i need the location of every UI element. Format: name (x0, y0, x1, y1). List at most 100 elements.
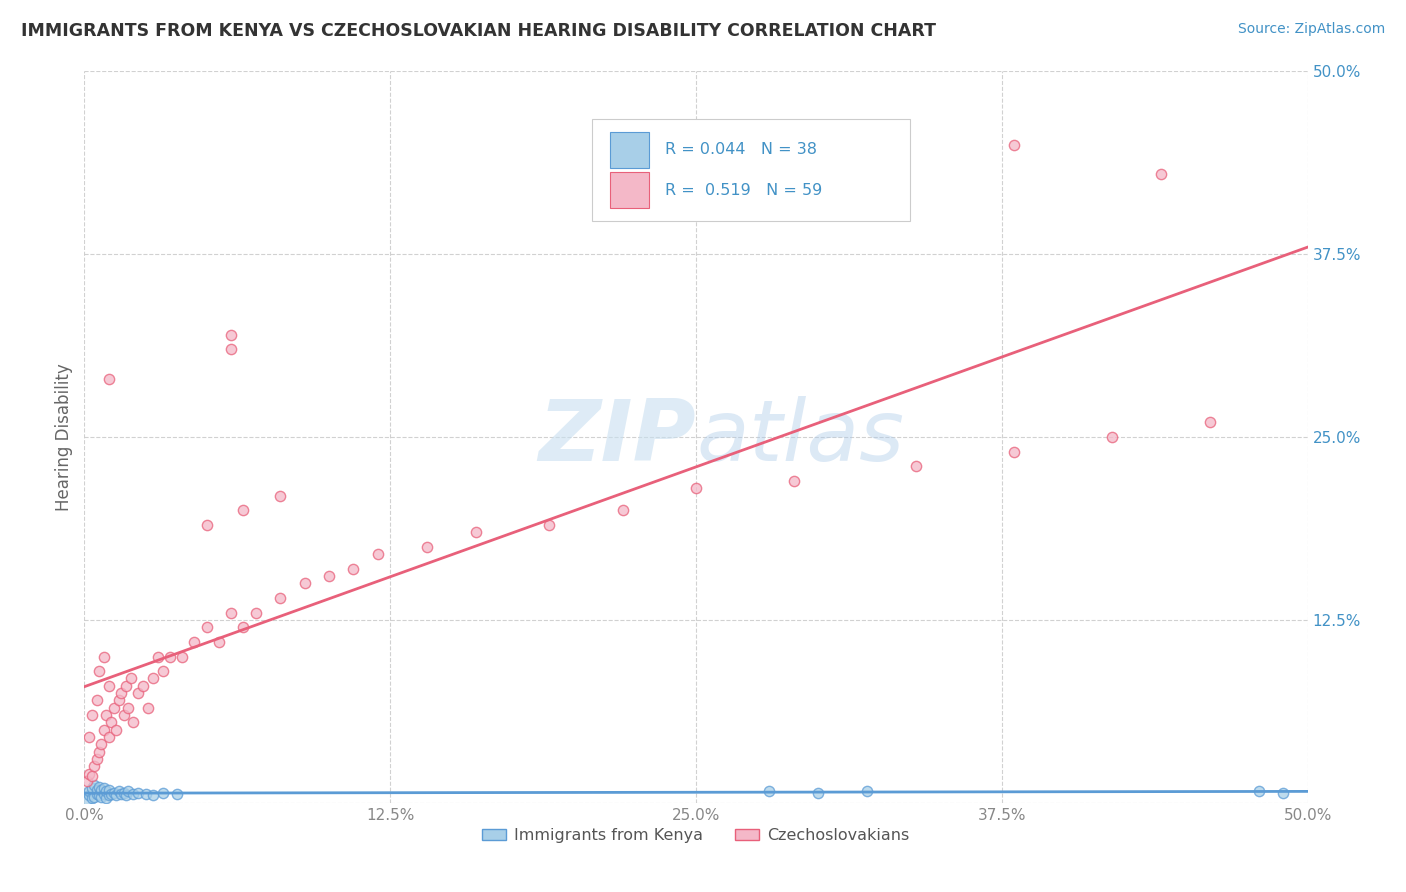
Point (464, 525, 486, 540)
Point (136, 700, 159, 714)
Point (152, 786, 174, 800)
Point (195, 620, 218, 634)
Point (77, 784, 100, 798)
Point (127, 786, 149, 800)
Point (97, 371, 120, 385)
Text: ZIP: ZIP (538, 395, 696, 479)
Point (195, 517, 218, 532)
Point (152, 664, 174, 678)
Point (107, 693, 129, 707)
Point (76, 793, 98, 807)
FancyBboxPatch shape (610, 132, 650, 168)
Point (90, 737, 112, 751)
Point (122, 787, 145, 801)
Point (80, 791, 103, 805)
Point (1002, 444, 1025, 458)
Point (87, 789, 110, 803)
Point (97, 730, 120, 744)
Point (103, 786, 125, 800)
Point (219, 606, 242, 620)
Point (159, 649, 181, 664)
Point (100, 715, 122, 730)
Point (146, 649, 169, 664)
Point (115, 789, 138, 803)
Point (294, 576, 316, 591)
Point (245, 606, 267, 620)
Point (1247, 784, 1270, 798)
Point (77, 789, 100, 803)
Point (100, 787, 122, 801)
Point (117, 784, 139, 798)
Point (132, 679, 155, 693)
Point (112, 708, 135, 723)
Point (905, 459, 928, 474)
Point (685, 481, 707, 495)
Point (105, 789, 128, 803)
Point (90, 789, 112, 804)
Point (142, 672, 165, 686)
Point (97, 782, 120, 797)
Y-axis label: Hearing Disability: Hearing Disability (55, 363, 73, 511)
Point (783, 474, 806, 488)
Point (83, 789, 105, 804)
Point (96, 708, 118, 723)
Point (110, 787, 132, 801)
Point (87, 664, 110, 678)
Point (269, 489, 291, 503)
Point (416, 540, 439, 554)
Point (232, 503, 254, 517)
Point (117, 700, 139, 714)
Point (232, 620, 254, 634)
Point (105, 723, 128, 737)
Point (93, 787, 115, 801)
Point (612, 503, 634, 517)
Point (86, 752, 108, 766)
Point (1101, 430, 1123, 444)
Point (80, 781, 103, 796)
Point (172, 649, 194, 664)
Point (86, 787, 108, 801)
Point (87, 780, 110, 794)
Point (77, 766, 100, 780)
Point (86, 782, 108, 797)
Text: R = 0.044   N = 38: R = 0.044 N = 38 (665, 142, 817, 157)
Point (208, 635, 231, 649)
Point (93, 649, 115, 664)
Point (318, 569, 340, 583)
Text: atlas: atlas (696, 395, 904, 479)
Point (758, 784, 780, 798)
Text: R =  0.519   N = 59: R = 0.519 N = 59 (665, 183, 823, 198)
Point (96, 791, 118, 805)
Point (115, 679, 138, 693)
Legend: Immigrants from Kenya, Czechoslovakians: Immigrants from Kenya, Czechoslovakians (477, 822, 915, 850)
FancyBboxPatch shape (592, 119, 910, 221)
Text: Source: ZipAtlas.com: Source: ZipAtlas.com (1237, 22, 1385, 37)
Point (1150, 167, 1173, 181)
Point (219, 327, 242, 342)
Point (80, 708, 103, 723)
Point (80, 769, 103, 783)
Point (93, 781, 115, 796)
Point (1002, 137, 1025, 152)
Point (166, 787, 188, 801)
Point (127, 686, 149, 700)
Point (107, 784, 129, 798)
Point (135, 787, 157, 801)
Point (103, 700, 125, 714)
Point (122, 715, 145, 730)
Point (856, 784, 879, 798)
Point (93, 723, 115, 737)
Point (367, 547, 389, 561)
Point (110, 686, 132, 700)
Point (183, 635, 205, 649)
Point (86, 693, 108, 707)
Point (77, 730, 100, 744)
Point (219, 343, 242, 357)
Point (87, 745, 110, 759)
Point (269, 591, 291, 605)
Point (83, 759, 105, 773)
Point (96, 784, 118, 798)
Point (538, 517, 561, 532)
Point (90, 782, 112, 797)
Point (76, 773, 98, 788)
